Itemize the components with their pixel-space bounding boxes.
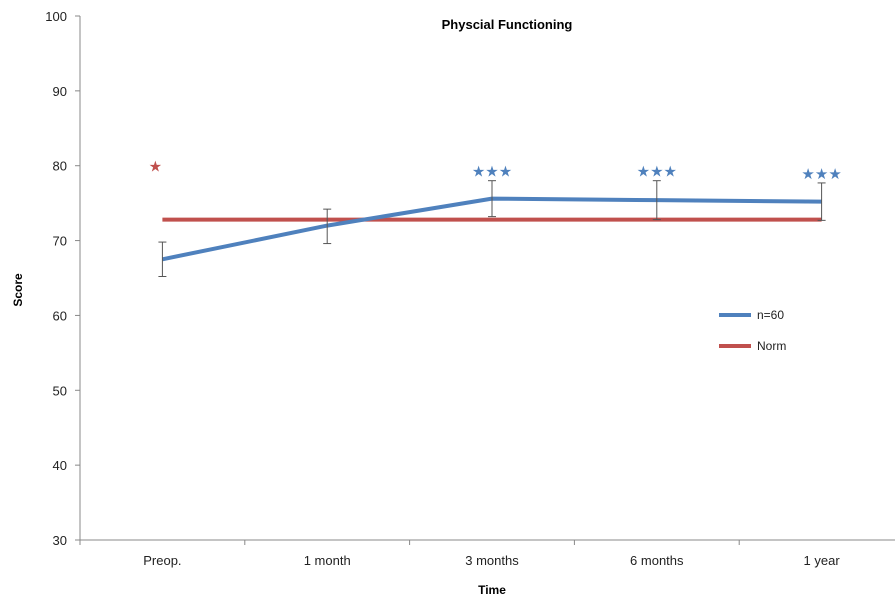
error-bar (488, 180, 496, 218)
legend-label: Norm (757, 339, 786, 353)
error-bar (817, 182, 826, 221)
x-axis-title: Time (478, 583, 506, 597)
error-bar (652, 180, 661, 221)
x-tick-label: Preop. (143, 553, 181, 568)
legend: n=60 Norm (719, 308, 786, 353)
significance-marker: ★ (149, 158, 162, 176)
y-axis-title: Score (11, 273, 25, 307)
significance-marker: ★★★ (801, 165, 841, 183)
series-layer: ★★★ ★★★ ★★★★ (149, 158, 842, 278)
x-tick-label: 1 month (304, 553, 351, 568)
error-bar (323, 208, 332, 245)
x-tick-label: 6 months (630, 553, 684, 568)
y-tick-label: 40 (53, 458, 67, 473)
y-tick-label: 100 (45, 9, 67, 24)
y-tick-label: 70 (53, 234, 67, 249)
x-tick-label: 3 months (465, 553, 519, 568)
y-tick-label: 60 (53, 308, 67, 323)
chart-title: Physcial Functioning (442, 17, 573, 32)
significance-marker: ★★★ (637, 163, 677, 181)
x-tick-label: 1 year (804, 553, 841, 568)
error-bar (158, 241, 167, 278)
y-tick-label: 80 (53, 159, 67, 174)
y-tick-label: 30 (53, 533, 67, 548)
significance-marker: ★★★ (472, 163, 512, 181)
y-tick-label: 50 (53, 383, 67, 398)
legend-label: n=60 (757, 308, 784, 322)
axes: 30 40 50 60 70 80 90 100 Preop. 1 month 3 months 6 … (45, 9, 895, 568)
y-tick-label: 90 (53, 84, 67, 99)
